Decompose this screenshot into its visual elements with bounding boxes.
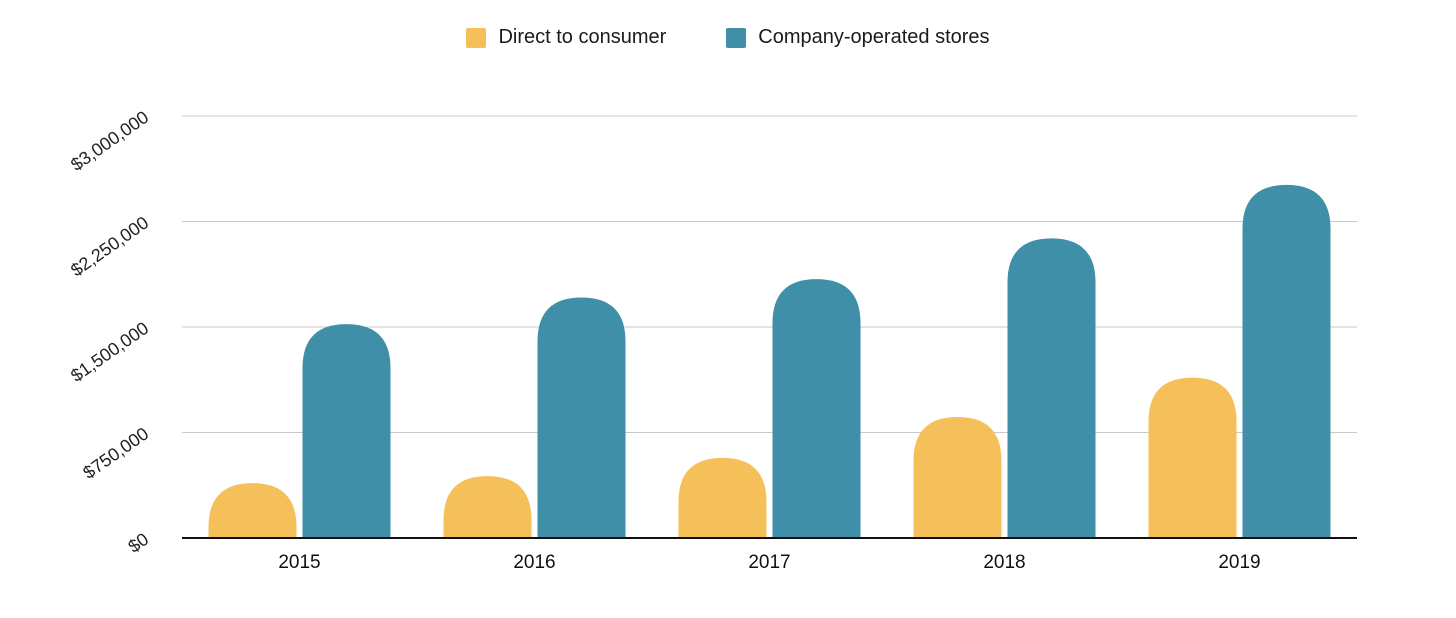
y-tick-label: $1,500,000 bbox=[67, 318, 152, 386]
bar-company-operated-stores-2019 bbox=[1242, 184, 1331, 538]
legend-label-direct-to-consumer: Direct to consumer bbox=[498, 26, 667, 48]
bar-company-operated-stores-2017 bbox=[772, 279, 861, 538]
legend-swatch-company-operated-stores bbox=[726, 27, 747, 48]
y-tick-label: $0 bbox=[124, 529, 152, 557]
x-axis-ticks: 2015 2016 2017 2018 2019 bbox=[278, 552, 1260, 573]
legend-item-company-operated-stores: Company-operated stores bbox=[726, 26, 990, 49]
bar-direct-to-consumer-2015 bbox=[208, 483, 297, 538]
legend-label-company-operated-stores: Company-operated stores bbox=[758, 26, 990, 48]
bars bbox=[208, 184, 1331, 538]
bar-company-operated-stores-2018 bbox=[1007, 238, 1096, 538]
x-tick-label: 2019 bbox=[1218, 552, 1260, 573]
y-axis-ticks: $0 $750,000 $1,500,000 $2,250,000 $3,000,000 bbox=[67, 107, 152, 557]
y-tick-label: $3,000,000 bbox=[67, 107, 152, 175]
x-tick-label: 2016 bbox=[513, 552, 555, 573]
x-tick-label: 2017 bbox=[748, 552, 790, 573]
bar-direct-to-consumer-2017 bbox=[678, 457, 767, 538]
y-tick-label: $750,000 bbox=[79, 423, 152, 482]
legend: Direct to consumer Company-operated stor… bbox=[0, 26, 1456, 49]
x-tick-label: 2018 bbox=[983, 552, 1025, 573]
bar-company-operated-stores-2016 bbox=[537, 297, 626, 538]
legend-item-direct-to-consumer: Direct to consumer bbox=[466, 26, 666, 49]
legend-swatch-direct-to-consumer bbox=[466, 27, 487, 48]
bar-direct-to-consumer-2018 bbox=[913, 417, 1002, 538]
bar-company-operated-stores-2015 bbox=[302, 324, 391, 538]
y-tick-label: $2,250,000 bbox=[67, 212, 152, 280]
bar-direct-to-consumer-2016 bbox=[443, 476, 532, 538]
x-tick-label: 2015 bbox=[278, 552, 320, 573]
bar-direct-to-consumer-2019 bbox=[1148, 377, 1237, 538]
